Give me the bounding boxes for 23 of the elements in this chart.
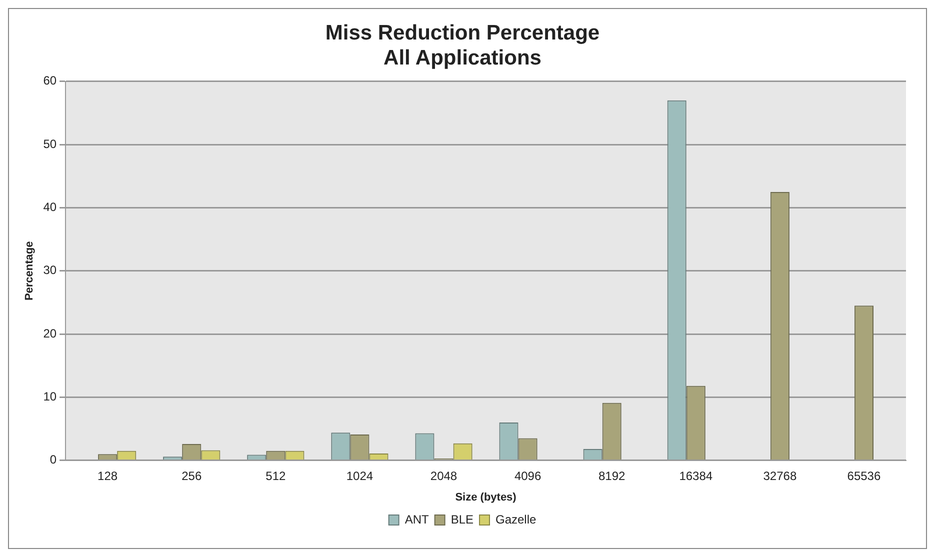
x-tick-label: 16384 bbox=[679, 468, 713, 483]
x-tick-label: 1024 bbox=[346, 468, 374, 483]
y-axis-title: Percentage bbox=[24, 241, 36, 301]
x-tick-label: 2048 bbox=[430, 468, 458, 483]
y-tick-label: 50 bbox=[43, 136, 57, 151]
y-tick-label: 30 bbox=[43, 263, 57, 278]
y-tick-label: 60 bbox=[43, 74, 57, 88]
x-tick-label: 65536 bbox=[847, 468, 881, 483]
legend-label: ANT bbox=[404, 512, 430, 526]
y-tick-label: 40 bbox=[43, 200, 57, 214]
chart-title: Miss Reduction Percentage All Applications bbox=[325, 21, 600, 70]
y-tick-label: 20 bbox=[43, 326, 57, 340]
x-tick-label: 8192 bbox=[598, 468, 626, 483]
x-tick-label: 512 bbox=[266, 468, 286, 483]
x-tick-label: 4096 bbox=[514, 468, 542, 483]
legend-label: BLE bbox=[450, 512, 474, 526]
legend-label: Gazelle bbox=[495, 512, 537, 526]
x-tick-label: 256 bbox=[182, 468, 202, 483]
x-axis-title: Size (bytes) bbox=[455, 491, 517, 504]
x-tick-label: 32768 bbox=[763, 468, 797, 483]
y-tick-label: 0 bbox=[50, 452, 57, 467]
x-tick-label: 128 bbox=[98, 468, 118, 483]
y-tick-label: 10 bbox=[43, 390, 57, 404]
